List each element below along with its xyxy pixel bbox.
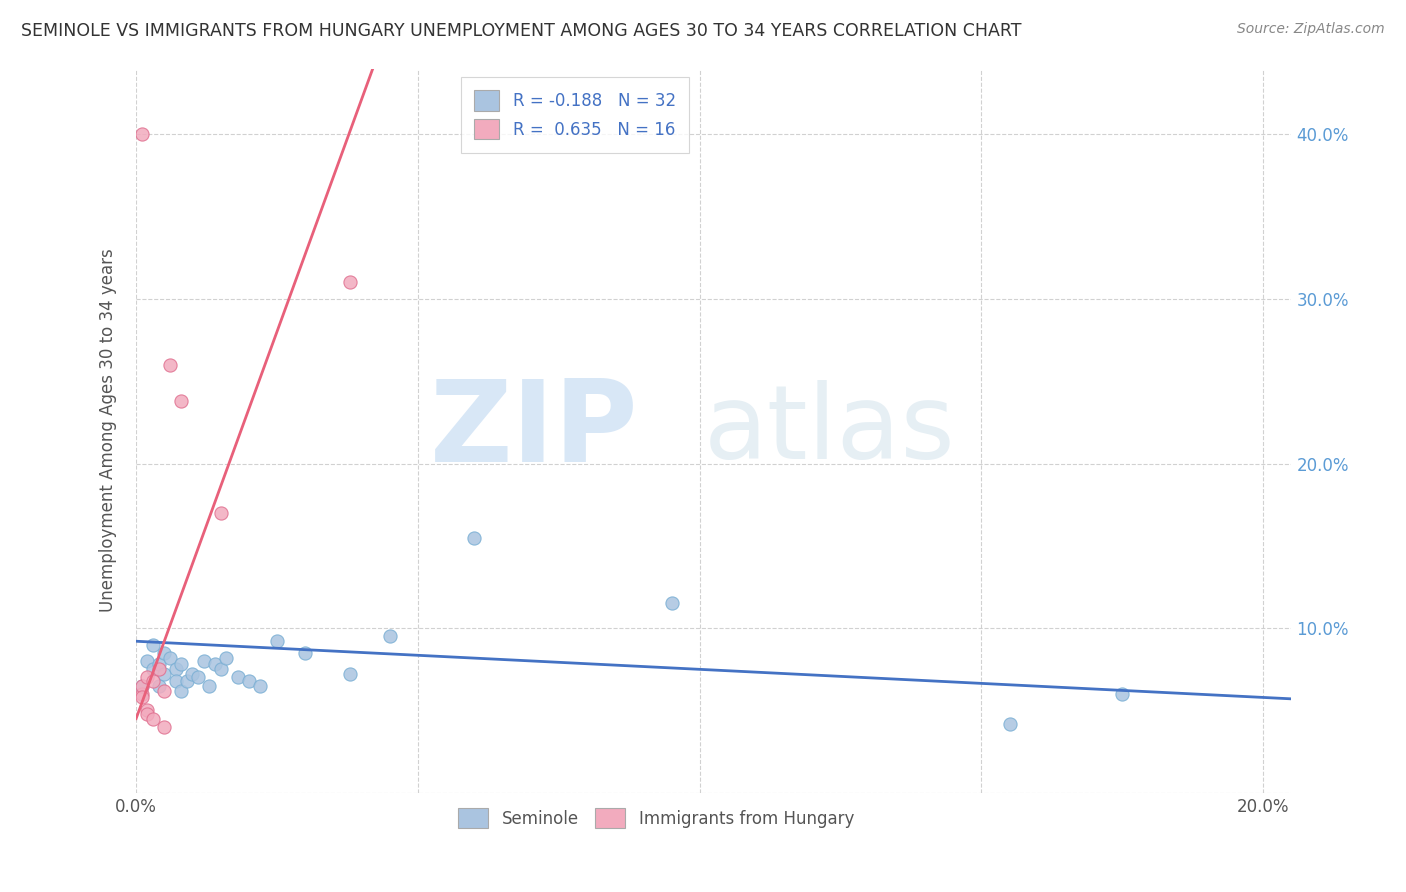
Point [998,716,1021,731]
Point [226,670,249,684]
Point [159,650,181,665]
Point [131,687,153,701]
Point [1111,687,1133,701]
Y-axis label: Unemployment Among Ages 30 to 34 years: Unemployment Among Ages 30 to 34 years [100,249,117,613]
Legend: Seminole, Immigrants from Hungary: Seminole, Immigrants from Hungary [451,801,860,835]
Point [136,703,159,717]
Point [266,634,288,648]
Point [339,276,361,290]
Point [187,670,209,684]
Point [142,673,165,688]
Point [661,596,683,610]
Point [193,654,215,668]
Point [148,657,170,672]
Point [181,667,204,681]
Point [131,128,153,142]
Point [131,679,153,693]
Point [176,673,198,688]
Point [170,683,193,698]
Point [249,679,271,693]
Point [339,667,361,681]
Point [198,679,221,693]
Point [238,673,260,688]
Text: SEMINOLE VS IMMIGRANTS FROM HUNGARY UNEMPLOYMENT AMONG AGES 30 TO 34 YEARS CORRE: SEMINOLE VS IMMIGRANTS FROM HUNGARY UNEM… [21,22,1022,40]
Text: Source: ZipAtlas.com: Source: ZipAtlas.com [1237,22,1385,37]
Point [153,646,176,660]
Point [294,646,316,660]
Point [159,358,181,372]
Point [378,629,401,643]
Point [153,667,176,681]
Point [142,662,165,676]
Point [170,394,193,409]
Point [131,679,153,693]
Point [148,679,170,693]
Point [165,673,187,688]
Point [165,662,187,676]
Point [142,638,165,652]
Point [209,506,232,520]
Point [148,662,170,676]
Point [463,531,485,545]
Point [153,683,176,698]
Point [136,654,159,668]
Text: atlas: atlas [703,380,955,481]
Point [136,706,159,721]
Point [136,670,159,684]
Text: ZIP: ZIP [430,376,638,486]
Point [153,720,176,734]
Point [204,657,226,672]
Point [170,657,193,672]
Point [131,690,153,705]
Point [215,650,238,665]
Point [142,712,165,726]
Point [209,662,232,676]
